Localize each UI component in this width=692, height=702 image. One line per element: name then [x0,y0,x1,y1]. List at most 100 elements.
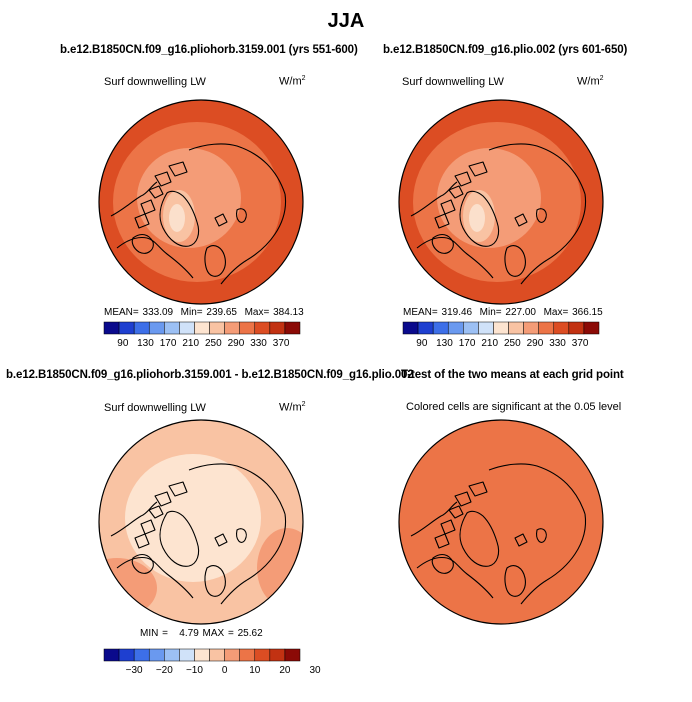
colorbar-swatch [133,648,150,662]
coastline [536,208,547,223]
panel-1-mean-label: MEAN= [104,307,139,318]
colorbar-tick-label: 90 [416,338,428,349]
panel-4-title: T-test of the two means at each grid poi… [401,369,624,381]
colorbar-tick-label: 130 [137,338,154,349]
figure-title: JJA [327,10,365,32]
panel-1-stats: MEAN= 333.09 Min= 239.65 Max= 384.13 [104,307,304,318]
colorbar-swatch [254,648,271,662]
panel-1-colorbar: 90 130 170 210 250 290 330 370 [103,321,301,349]
colorbar-swatch [148,648,165,662]
coastline [110,501,158,537]
panel-3-min-label: MIN = [140,628,168,639]
coastline [514,213,528,227]
coastline [431,553,454,574]
colorbar-tick-label: 370 [572,338,589,349]
colorbar-tick-label: −30 [126,665,143,676]
panel-1-min-label: Min= [180,307,203,318]
panel-3-title: b.e12.B1850CN.f09_g16.pliohorb.3159.001 … [6,369,414,381]
coastline [204,565,226,597]
coastline [546,193,587,261]
colorbar-swatch [164,648,180,662]
coastline [214,213,228,227]
panel-2-stats: MEAN= 319.46 Min= 227.00 Max= 366.15 [403,307,603,318]
coastline [459,510,500,567]
panel-2-max-value: 366.15 [572,307,603,318]
colorbar-swatch [553,321,570,335]
coastline [236,208,247,223]
colorbar-swatch [568,321,585,335]
colorbar-swatch [224,648,240,662]
coastline [488,143,586,195]
coastline [434,533,450,549]
colorbar-tick-label: 210 [182,338,199,349]
colorbar-swatch [493,321,509,335]
colorbar-swatch [164,321,180,335]
panel-2-colorbar: 90 130 170 210 250 290 330 370 [402,321,600,349]
colorbar-swatch [194,648,210,662]
colorbar-tick-label: 90 [117,338,129,349]
coastline [140,519,156,535]
colorbar-tick-label: −10 [186,665,203,676]
colorbar-tick-label: 330 [250,338,267,349]
panel-4-significance-note: Colored cells are significant at the 0.0… [406,401,622,413]
colorbar-swatch [284,648,301,662]
map-border [398,99,604,305]
panel-1-polar-map [98,99,304,305]
coastline [459,190,500,247]
coastline [468,481,488,497]
colorbar-swatch [179,321,195,335]
coastline [204,245,226,277]
colorbar-tick-label: 170 [160,338,177,349]
panel-2-min-label: Min= [479,307,502,318]
coastline [514,533,528,547]
coastline [536,528,547,543]
panel-3-max-value: 25.62 [237,628,263,639]
coastline [246,193,287,261]
colorbar-tick-label: 290 [228,338,245,349]
panel-2-units: W/m2 [577,75,604,88]
colorbar-swatch [209,321,225,335]
coastline [188,143,286,195]
map-border [98,419,304,625]
colorbar-tick-label: −20 [156,665,173,676]
coastline [410,181,458,217]
coastline [520,579,548,605]
panel-3-max-label: MAX = [202,628,234,639]
panel-2-max-label: Max= [543,307,569,318]
colorbar-tick-label: 30 [310,665,322,676]
panel-2-title: b.e12.B1850CN.f09_g16.plio.002 (yrs 601-… [383,44,628,56]
coastline [154,171,172,187]
panel-2-mean-value: 319.46 [441,307,473,318]
coastline [431,233,454,254]
coastline [154,491,172,507]
panel-2-polar-map [398,99,604,305]
map-border [398,419,604,625]
map-field-ice-core [169,204,185,232]
colorbar-tick-label: 250 [205,338,222,349]
panel-4-polar-map [398,419,604,625]
panel-1-units: W/m2 [279,75,306,88]
panel-1-max-label: Max= [244,307,270,318]
colorbar-swatch [224,321,240,335]
coastline [134,213,150,229]
colorbar-swatch [194,321,210,335]
panel-1-min-value: 239.65 [206,307,237,318]
map-field-inner [125,454,261,582]
colorbar-tick-label: 370 [273,338,290,349]
panel-2-variable-label: Surf downwelling LW [402,76,504,88]
coastline [159,190,200,247]
coastline [488,463,586,515]
coastline [468,161,488,177]
coastline [110,181,158,217]
coastline [159,510,200,567]
colorbar-tick-label: 210 [481,338,498,349]
panel-2-min-value: 227.00 [505,307,536,318]
map-field-warm-patch [257,528,303,608]
coastline [131,233,154,254]
panel-1-variable-label: Surf downwelling LW [104,76,206,88]
coastline [220,259,248,285]
map-field-significant [399,420,603,624]
colorbar-swatch [254,321,271,335]
panel-1-mean-value: 333.09 [142,307,174,318]
colorbar-swatch [269,648,286,662]
